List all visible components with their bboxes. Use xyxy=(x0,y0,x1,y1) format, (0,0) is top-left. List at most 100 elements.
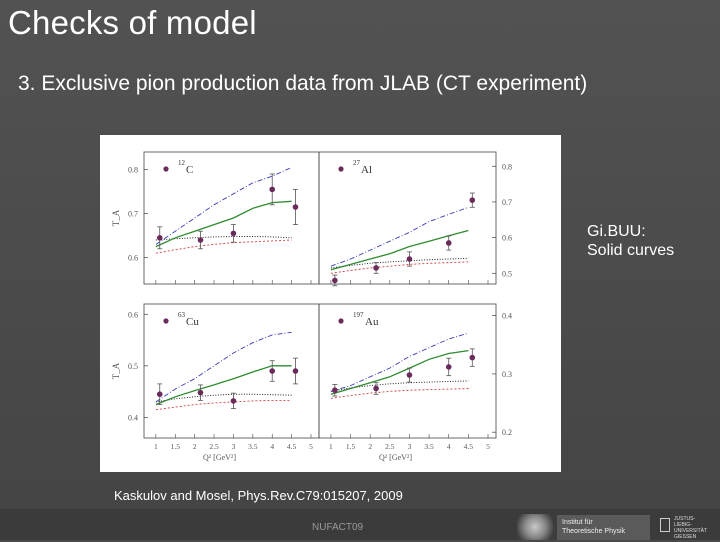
curve-solid-Au xyxy=(330,349,469,395)
jlu-logo-line2: UNIVERSITÄT xyxy=(674,528,708,534)
slide-title: Checks of model xyxy=(8,4,257,41)
y-tick-label: 0.8 xyxy=(128,166,138,175)
x-tick-label: 1.5 xyxy=(346,442,356,451)
figure-panel: 0.6 0.7 0.8 T_A 12 C 0.5 0.6 0.7 0.8 27 Al 0.4 0.5 0.6… xyxy=(100,135,561,472)
university-logo-icon xyxy=(517,514,557,540)
x-tick-label: 3.5 xyxy=(248,442,258,451)
x-tick-label: 2.5 xyxy=(385,442,395,451)
jlu-logo: JUSTUS-LIEBIG- UNIVERSITÄT GIESSEN xyxy=(660,514,710,542)
data-point xyxy=(269,186,276,193)
x-tick-label: 1 xyxy=(329,442,333,451)
nucleus-symbol: C xyxy=(186,164,193,176)
gibuu-note-line1: Gi.BUU: xyxy=(587,223,646,240)
jlu-logo-line1: JUSTUS-LIEBIG- xyxy=(674,516,696,528)
y-tick-label: 0.6 xyxy=(128,254,138,263)
x-tick-label: 4.5 xyxy=(464,442,474,451)
gibuu-note: Gi.BUU: Solid curves xyxy=(587,222,674,260)
data-point xyxy=(445,364,452,370)
y-axis-label: T_A xyxy=(111,362,121,379)
slide-subtitle: 3. Exclusive pion production data from J… xyxy=(18,72,588,95)
x-tick-label: 4.5 xyxy=(287,442,297,451)
gibuu-note-line2: Solid curves xyxy=(587,242,675,259)
y-tick-label: 0.3 xyxy=(502,370,512,379)
y-tick-label: 0.2 xyxy=(502,428,512,437)
curve-dashdot-Cu xyxy=(155,331,292,403)
reference-citation: Kaskulov and Mosel, Phys.Rev.C79:015207,… xyxy=(114,488,403,503)
x-tick-label: 3 xyxy=(232,442,236,451)
y-tick-label: 0.6 xyxy=(502,234,512,243)
curve-solid-C xyxy=(155,200,292,248)
y-axis-label: T_A xyxy=(111,209,121,226)
curve-solid-Cu xyxy=(155,365,292,406)
x-tick-label: 1.5 xyxy=(171,442,181,451)
data-point xyxy=(469,197,476,203)
legend-marker xyxy=(338,318,344,324)
data-point xyxy=(332,277,338,284)
data-point xyxy=(373,385,379,392)
data-point xyxy=(230,398,237,404)
curve-dashed-Au xyxy=(330,388,469,399)
x-tick-label: 3.5 xyxy=(424,442,434,451)
data-point xyxy=(406,256,413,262)
data-point xyxy=(156,391,163,397)
x-tick-label: 2 xyxy=(193,442,197,451)
curve-dashdot-Au xyxy=(330,332,469,392)
data-point xyxy=(406,372,413,378)
y-tick-label: 0.5 xyxy=(502,269,512,278)
curve-dashed-Al xyxy=(330,261,469,274)
y-tick-label: 0.8 xyxy=(502,162,512,171)
nucleus-mass-number: 197 xyxy=(353,311,364,319)
institute-logo-line2: Theoretische Physik xyxy=(562,528,626,535)
curve-dotted-C xyxy=(155,236,292,241)
footer-label: NUFACT09 xyxy=(312,522,364,533)
data-point xyxy=(292,204,299,210)
curve-dotted-Cu xyxy=(155,393,292,403)
nucleus-mass-number: 63 xyxy=(178,311,186,319)
legend-marker xyxy=(163,318,169,324)
data-point xyxy=(373,265,379,271)
curve-dashed-Cu xyxy=(155,399,292,411)
nucleus-symbol: Cu xyxy=(186,316,199,328)
curve-dotted-Al xyxy=(330,257,469,269)
nucleus-symbol: Al xyxy=(361,164,372,176)
data-point xyxy=(292,368,299,374)
curve-solid-Al xyxy=(330,229,469,271)
data-point xyxy=(469,354,476,361)
x-tick-label: 5 xyxy=(309,442,313,451)
y-tick-label: 0.4 xyxy=(502,312,512,321)
nucleus-mass-number: 12 xyxy=(178,159,186,167)
y-tick-label: 0.7 xyxy=(502,198,512,207)
x-tick-label: 2 xyxy=(368,442,372,451)
curve-dashed-C xyxy=(155,239,292,254)
institute-logo-line1: Institut für xyxy=(562,519,593,526)
jlu-mark-icon xyxy=(660,518,670,532)
curve-dotted-Au xyxy=(330,380,469,392)
legend-marker xyxy=(163,166,169,172)
x-tick-label: 3 xyxy=(408,442,412,451)
data-point xyxy=(156,235,163,241)
x-axis-label: Q² [GeV²] xyxy=(379,453,412,462)
nucleus-symbol: Au xyxy=(365,316,379,328)
x-axis-label: Q² [GeV²] xyxy=(203,453,236,462)
panel-frame-Au xyxy=(318,303,497,439)
y-tick-label: 0.7 xyxy=(128,210,138,219)
panel-frame-Al xyxy=(318,151,497,285)
jlu-logo-line3: GIESSEN xyxy=(674,534,697,540)
curve-dashdot-C xyxy=(155,166,292,245)
institute-logo: Institut für Theoretische Physik xyxy=(557,515,650,540)
x-tick-label: 5 xyxy=(486,442,490,451)
ct-transparency-chart: 0.60.70.8T_A12C0.50.60.70.827Al0.40.50.6… xyxy=(111,151,512,462)
y-tick-label: 0.6 xyxy=(128,310,138,319)
data-point xyxy=(332,387,338,394)
curve-dashdot-Al xyxy=(330,206,469,267)
y-tick-label: 0.5 xyxy=(128,362,138,371)
data-point xyxy=(445,240,452,246)
legend-marker xyxy=(338,166,344,172)
x-tick-label: 4 xyxy=(447,442,451,451)
nucleus-mass-number: 27 xyxy=(353,159,361,167)
data-point xyxy=(230,230,237,237)
x-tick-label: 1 xyxy=(154,442,158,451)
data-point xyxy=(197,389,204,396)
x-tick-label: 4 xyxy=(270,442,274,451)
y-tick-label: 0.4 xyxy=(128,413,138,422)
